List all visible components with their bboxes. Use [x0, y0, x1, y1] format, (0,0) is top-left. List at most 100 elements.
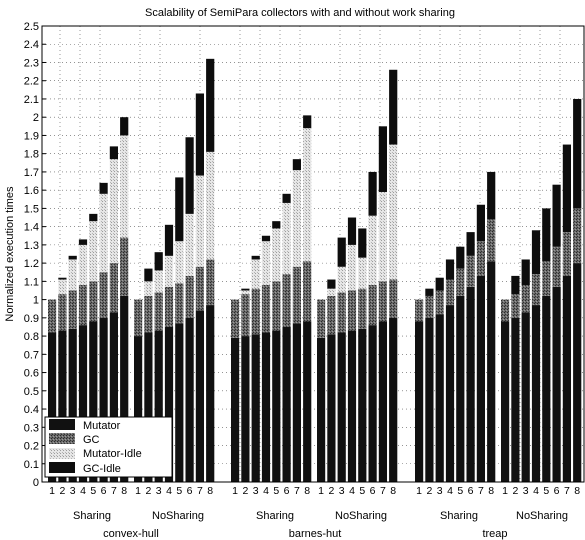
y-axis-label: Normalized execution times — [4, 186, 16, 322]
x-tick-label: 6 — [554, 485, 560, 497]
bar-treap-sharing-5-mutator — [456, 295, 465, 482]
x-tick-label: 1 — [416, 485, 422, 497]
benchmark-labels: convex-hull barnes-hut treap — [103, 528, 507, 540]
bar-convex-hull-sharing-4-gc-idle — [78, 239, 88, 245]
x-tick-label: 7 — [478, 485, 484, 497]
bar-barnes-hut-nosharing-6-mutator — [368, 325, 377, 482]
legend-swatch-gc-idle — [49, 462, 75, 473]
bar-treap-nosharing-1-mutator — [501, 321, 510, 482]
bar-convex-hull-nosharing-6-gc-idle — [185, 137, 194, 214]
bar-convex-hull-nosharing-5-mutator-idle — [175, 241, 184, 284]
chart-title: Scalability of SemiPara collectors with … — [145, 7, 455, 19]
bar-treap-sharing-7-mutator — [476, 275, 485, 482]
bar-treap-nosharing-1-gc — [501, 299, 510, 322]
y-tick-label: 0.7 — [24, 349, 39, 361]
bar-convex-hull-nosharing-2-gc — [144, 295, 153, 333]
bar-barnes-hut-nosharing-3-gc-idle — [337, 237, 346, 267]
bar-barnes-hut-sharing-3-mutator — [251, 334, 260, 482]
bar-treap-sharing-6-gc — [466, 255, 475, 287]
y-tick-label: 2.1 — [24, 94, 39, 106]
bar-convex-hull-sharing-8-gc-idle — [120, 117, 129, 136]
x-tick-label: 4 — [533, 485, 539, 497]
bar-barnes-hut-nosharing-8-mutator-idle — [389, 144, 398, 280]
bar-treap-sharing-7-gc-idle — [476, 204, 485, 242]
bar-convex-hull-sharing-8-gc — [120, 237, 129, 296]
y-tick-label: 1.1 — [24, 276, 39, 288]
bar-treap-nosharing-5-gc — [542, 261, 551, 296]
y-tick-label: 0.1 — [24, 459, 39, 471]
x-tick-label: 8 — [207, 485, 213, 497]
bar-treap-sharing-4-mutator — [445, 305, 455, 482]
x-tick-label: 2 — [242, 485, 248, 497]
bar-convex-hull-nosharing-2-gc-idle — [144, 268, 153, 282]
legend-swatch-mutator — [49, 419, 75, 430]
y-tick-label: 1.9 — [24, 130, 39, 142]
bar-convex-hull-nosharing-2-mutator — [144, 332, 153, 482]
bar-treap-nosharing-6-gc — [552, 246, 561, 287]
bar-barnes-hut-sharing-8-gc-idle — [303, 115, 312, 129]
bar-convex-hull-nosharing-3-gc — [154, 292, 163, 331]
bar-barnes-hut-nosharing-6-gc-idle — [368, 171, 377, 216]
bar-treap-nosharing-4-gc-idle — [531, 230, 541, 275]
x-tick-label: 4 — [349, 485, 355, 497]
bar-barnes-hut-nosharing-4-gc-idle — [347, 217, 357, 245]
bar-convex-hull-sharing-7-gc — [109, 263, 118, 313]
bar-convex-hull-nosharing-5-gc-idle — [175, 177, 184, 242]
bar-treap-sharing-8-gc — [487, 219, 496, 262]
bar-barnes-hut-nosharing-2-mutator — [327, 334, 336, 482]
bar-convex-hull-sharing-5-gc — [89, 281, 98, 322]
bar-barnes-hut-nosharing-8-gc-idle — [389, 69, 398, 145]
bar-convex-hull-nosharing-2-mutator-idle — [144, 281, 153, 296]
bar-convex-hull-nosharing-8-gc-idle — [206, 58, 215, 152]
bar-barnes-hut-sharing-4-gc — [261, 285, 271, 333]
bar-barnes-hut-sharing-2-gc — [241, 294, 250, 337]
bar-treap-nosharing-5-mutator — [542, 295, 551, 482]
bar-treap-nosharing-3-gc-idle — [521, 259, 530, 286]
x-tick-label: 6 — [284, 485, 290, 497]
bar-convex-hull-sharing-1-gc — [48, 299, 57, 333]
x-tick-label: 4 — [447, 485, 453, 497]
bar-convex-hull-nosharing-1-mutator — [134, 336, 143, 482]
bar-convex-hull-sharing-2-mutator-idle — [58, 279, 67, 295]
x-tick-label: 4 — [80, 485, 86, 497]
x-tick-label: 5 — [359, 485, 365, 497]
bar-treap-nosharing-6-mutator — [552, 286, 561, 482]
bar-barnes-hut-sharing-2-mutator — [241, 336, 250, 482]
bar-treap-nosharing-6-gc-idle — [552, 184, 561, 247]
legend-swatch-gc — [49, 433, 75, 444]
y-tick-label: 0.4 — [24, 404, 39, 416]
bar-convex-hull-sharing-6-mutator — [99, 317, 108, 482]
bar-barnes-hut-nosharing-6-mutator-idle — [368, 215, 377, 286]
bar-barnes-hut-nosharing-3-mutator-idle — [337, 266, 346, 293]
bar-barnes-hut-sharing-3-gc — [251, 288, 260, 335]
y-tick-label: 0 — [33, 477, 39, 489]
benchmark-label-treap: treap — [482, 528, 507, 540]
bar-convex-hull-sharing-1-mutator — [48, 332, 57, 482]
x-tick-label: 2 — [145, 485, 151, 497]
bar-barnes-hut-sharing-4-mutator — [261, 332, 271, 482]
x-tick-label: 1 — [232, 485, 238, 497]
y-tick-label: 0.9 — [24, 313, 39, 325]
bar-barnes-hut-nosharing-3-mutator — [337, 332, 346, 482]
bar-convex-hull-nosharing-6-mutator-idle — [185, 213, 194, 276]
bar-convex-hull-sharing-3-mutator — [68, 328, 77, 482]
bar-convex-hull-nosharing-1-gc — [134, 299, 143, 337]
x-tick-label: 6 — [468, 485, 474, 497]
bar-barnes-hut-sharing-3-mutator-idle — [251, 259, 260, 289]
bar-treap-sharing-3-gc-idle — [435, 277, 444, 291]
y-tick-label: 0.5 — [24, 386, 39, 398]
group-label-barnes-hut-nosharing: NoSharing — [335, 510, 387, 522]
bar-barnes-hut-sharing-5-gc-idle — [272, 221, 281, 229]
bar-barnes-hut-nosharing-2-gc-idle — [327, 279, 336, 289]
bar-barnes-hut-nosharing-2-mutator-idle — [327, 288, 336, 296]
bar-barnes-hut-nosharing-7-gc-idle — [378, 126, 387, 192]
bar-convex-hull-nosharing-7-mutator — [195, 310, 204, 482]
x-tick-label: 8 — [390, 485, 396, 497]
x-tick-label: 3 — [339, 485, 345, 497]
legend-label-mutator: Mutator — [83, 420, 121, 432]
bar-convex-hull-sharing-4-mutator — [78, 325, 88, 482]
bar-barnes-hut-sharing-6-gc-idle — [282, 193, 291, 203]
bar-convex-hull-sharing-4-mutator-idle — [78, 244, 88, 286]
bar-convex-hull-sharing-5-mutator-idle — [89, 221, 98, 282]
